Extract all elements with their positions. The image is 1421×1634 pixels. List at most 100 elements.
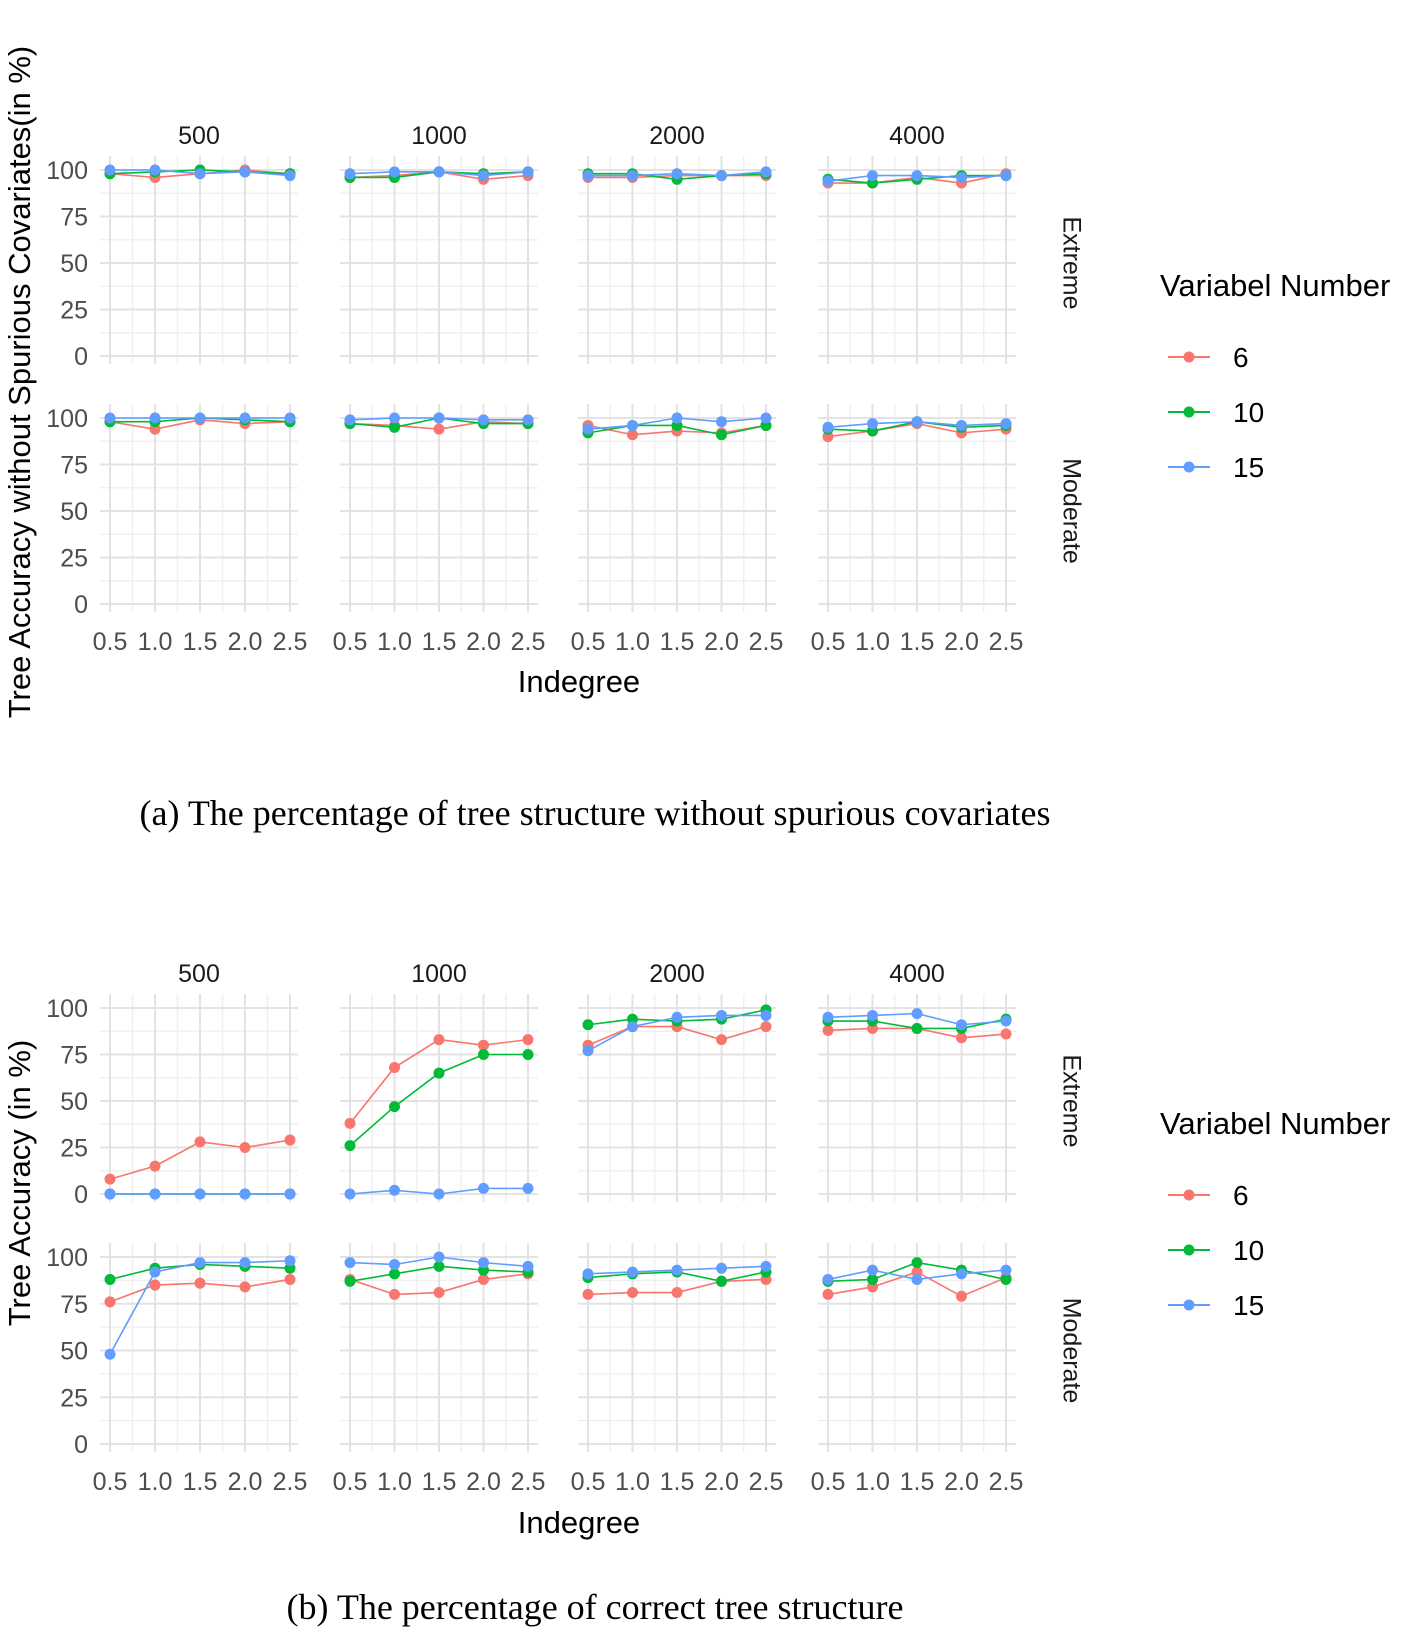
column-strip-500: 500 [178, 122, 220, 150]
data-point-15 [478, 1257, 489, 1269]
y-tick-label: 100 [46, 405, 88, 433]
data-point-15 [194, 1257, 206, 1269]
y-tick-label: 50 [60, 250, 88, 278]
x-tick-label: 1.0 [377, 1468, 412, 1496]
row-strip-moderate: Moderate [1057, 1298, 1085, 1404]
legend-title: Variabel Number [1160, 268, 1390, 303]
data-point-6 [627, 1287, 638, 1299]
data-point-6 [344, 1117, 356, 1129]
data-point-15 [522, 166, 534, 178]
data-point-6 [104, 1173, 116, 1185]
chart-b: 0 25 50 75 100 Extreme 0 25 50 75 100 Moderate 500 0.… [2, 960, 1390, 1540]
data-point-6 [433, 423, 445, 435]
data-point-10 [389, 421, 400, 433]
data-point-10 [478, 1049, 489, 1060]
data-point-15 [433, 412, 445, 424]
data-point-15 [956, 1019, 967, 1031]
data-point-15 [1000, 418, 1012, 430]
panel-1000-extreme [340, 156, 538, 364]
data-point-6 [194, 1277, 206, 1289]
y-tick-label: 75 [60, 452, 88, 480]
data-point-15 [433, 166, 445, 178]
caption-b: (b) The percentage of correct tree struc… [286, 1587, 904, 1627]
data-point-6 [822, 1288, 834, 1300]
data-point-15 [716, 1009, 727, 1021]
panel-500-moderate [100, 404, 298, 612]
data-point-15 [760, 412, 772, 424]
data-point-15 [149, 164, 161, 176]
data-point-15 [194, 168, 206, 180]
data-point-15 [911, 1008, 923, 1020]
x-tick-label: 2.0 [228, 628, 263, 656]
data-point-15 [627, 170, 638, 182]
data-point-6 [627, 429, 638, 441]
data-point-15 [822, 1273, 834, 1285]
legend-key-point-10 [1183, 406, 1195, 418]
y-axis-label: Tree Accuracy without Spurious Covariate… [2, 46, 37, 719]
data-point-15 [671, 1264, 683, 1276]
data-point-15 [478, 1182, 489, 1194]
data-point-6 [822, 1024, 834, 1036]
y-tick-label: 25 [60, 545, 88, 573]
data-point-15 [433, 1251, 445, 1263]
panel-4000-moderate [818, 1243, 1016, 1452]
data-point-15 [104, 1348, 116, 1360]
x-tick-label: 1.0 [855, 628, 890, 656]
data-point-15 [433, 1188, 445, 1200]
data-point-6 [194, 1136, 206, 1148]
legend-key-point-15 [1183, 461, 1195, 473]
legend-title: Variabel Number [1160, 1106, 1390, 1141]
data-point-15 [956, 171, 967, 183]
data-point-6 [956, 1290, 967, 1302]
legend-key-point-6 [1183, 351, 1195, 363]
panel-1000-extreme [340, 994, 538, 1202]
data-point-15 [760, 166, 772, 178]
data-point-10 [867, 1273, 878, 1285]
data-point-15 [344, 414, 356, 426]
x-axis-label: Indegree [518, 664, 640, 699]
data-point-6 [433, 1287, 445, 1299]
x-tick-label: 2.0 [466, 1468, 501, 1496]
data-point-6 [478, 1039, 489, 1051]
data-point-15 [956, 1268, 967, 1280]
data-point-6 [522, 1034, 534, 1046]
data-point-15 [104, 164, 116, 176]
panel-500-moderate [100, 1243, 298, 1452]
x-tick-label: 2.0 [704, 1468, 739, 1496]
data-point-10 [344, 1140, 356, 1152]
data-point-6 [433, 1034, 445, 1046]
x-tick-label: 1.5 [660, 628, 695, 656]
x-tick-label: 1.0 [855, 1468, 890, 1496]
y-tick-label: 0 [74, 591, 88, 619]
data-point-15 [344, 168, 356, 180]
data-point-15 [149, 412, 161, 424]
data-point-15 [149, 1266, 161, 1278]
data-point-15 [671, 1011, 683, 1023]
y-tick-label: 25 [60, 297, 88, 325]
data-point-10 [716, 1275, 727, 1287]
data-point-15 [104, 1188, 116, 1200]
x-tick-label: 1.0 [138, 628, 173, 656]
data-point-15 [822, 175, 834, 187]
panel-2000-moderate [578, 1243, 776, 1452]
x-tick-label: 0.5 [571, 1468, 606, 1496]
panel-4000-extreme [818, 994, 1016, 1202]
x-tick-label: 2.5 [511, 628, 546, 656]
x-tick-label: 0.5 [571, 628, 606, 656]
data-point-6 [149, 1279, 161, 1291]
column-strip-1000: 1000 [411, 122, 467, 150]
column-strip-500: 500 [178, 960, 220, 988]
data-point-15 [760, 1260, 772, 1272]
panel-4000-extreme [818, 156, 1016, 364]
data-point-15 [582, 1268, 594, 1280]
data-point-6 [716, 1034, 727, 1046]
row-strip-moderate: Moderate [1057, 458, 1085, 564]
data-point-15 [104, 412, 116, 424]
data-point-15 [522, 1182, 534, 1194]
chart-a: 0 25 50 75 100 Extreme 0 25 50 75 100 Moderate 500 0.… [2, 46, 1390, 719]
x-tick-label: 1.5 [900, 1468, 935, 1496]
data-point-15 [822, 421, 834, 433]
data-point-15 [582, 423, 594, 435]
data-point-6 [389, 1288, 400, 1300]
data-point-15 [867, 418, 878, 430]
